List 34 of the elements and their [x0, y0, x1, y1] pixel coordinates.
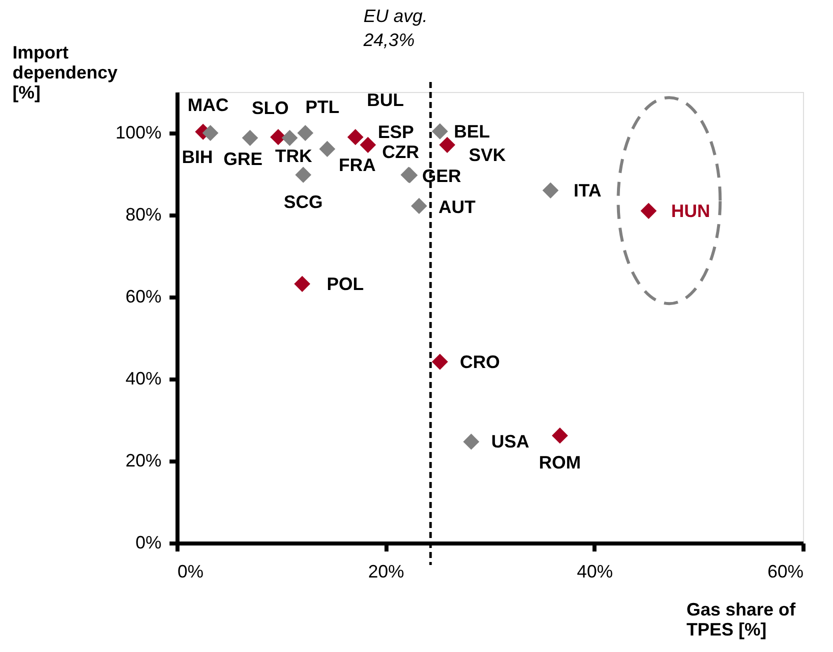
- series-label: ITA: [574, 180, 602, 200]
- y-tick-label: 0%: [135, 532, 162, 552]
- x-tick-label: 20%: [368, 562, 404, 582]
- series-label: GER: [422, 166, 462, 186]
- y-tick-label: 100%: [115, 122, 162, 142]
- x-axis-title: Gas share of TPES [%]: [686, 600, 797, 640]
- series-label: PTL: [305, 97, 340, 117]
- series-label: FRA: [338, 154, 376, 175]
- series-label: MAC: [188, 94, 229, 115]
- series-label: BEL: [454, 121, 490, 142]
- series-label: CRO: [460, 352, 500, 372]
- series-label: USA: [491, 432, 530, 452]
- ref-line-label: EU avg. 24,3%: [362, 6, 428, 50]
- series-label: HUN: [671, 200, 710, 221]
- x-tick-label: 60%: [767, 562, 804, 582]
- y-tick-label: 80%: [125, 204, 162, 224]
- series-label: BIH: [182, 147, 213, 167]
- y-axis-title: Import dependency [%]: [12, 42, 118, 102]
- series-label: SLO: [252, 98, 289, 118]
- x-tick-label: 40%: [576, 562, 613, 582]
- series-label: SCG: [284, 192, 323, 212]
- series-label: BUL: [366, 90, 404, 110]
- series-label: POL: [326, 274, 364, 294]
- y-tick-label: 40%: [125, 368, 162, 388]
- series-label: TRK: [275, 146, 312, 166]
- series-label: SVK: [468, 144, 506, 165]
- series-label: CZR: [382, 142, 420, 162]
- y-tick-label: 20%: [125, 450, 162, 470]
- x-tick-label: 0%: [178, 562, 204, 582]
- series-label: AUT: [438, 196, 476, 217]
- series-label: ROM: [538, 452, 581, 473]
- series-label: GRE: [224, 148, 263, 169]
- y-tick-label: 60%: [125, 286, 162, 306]
- series-label: ESP: [378, 122, 414, 142]
